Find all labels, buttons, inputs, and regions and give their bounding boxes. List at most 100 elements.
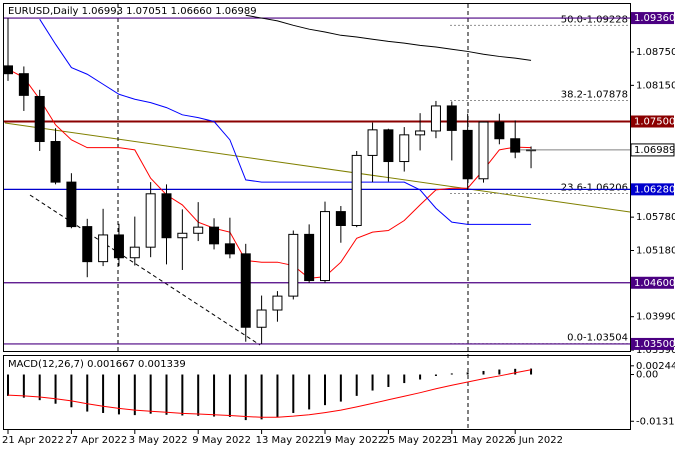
fib-label: 38.2-1.07878 bbox=[561, 89, 628, 100]
candle-body bbox=[367, 129, 378, 156]
candle-body bbox=[3, 65, 13, 75]
macd-bar bbox=[70, 374, 73, 408]
candle-body bbox=[240, 253, 251, 328]
macd-bar bbox=[260, 374, 263, 420]
candle-body bbox=[510, 138, 521, 153]
indicator-line bbox=[245, 14, 532, 61]
y-tick-label: -0.013128 bbox=[636, 416, 675, 427]
candle-body bbox=[129, 246, 140, 259]
y-tick-label: 1.05180 bbox=[636, 246, 675, 257]
macd-bar bbox=[22, 374, 25, 398]
x-tick-label: 3 May 2022 bbox=[129, 435, 188, 446]
y-tick-label: 1.05780 bbox=[636, 212, 675, 223]
macd-title: MACD(12,26,7) 0.001667 0.001339 bbox=[8, 359, 186, 370]
macd-bar bbox=[117, 374, 120, 415]
level-box bbox=[631, 183, 674, 196]
y-tick-label: 0.00 bbox=[636, 370, 658, 381]
macd-bar bbox=[308, 374, 311, 410]
fib-label: 50.0-1.09228 bbox=[561, 14, 628, 25]
macd-bar bbox=[419, 374, 422, 380]
x-tick-label: 6 Jun 2022 bbox=[509, 435, 563, 446]
macd-bar bbox=[371, 374, 374, 391]
candle-body bbox=[494, 121, 505, 140]
y-tick-label: 1.03990 bbox=[636, 312, 675, 323]
candle-body bbox=[209, 226, 220, 245]
macd-bar bbox=[7, 374, 9, 396]
y-tick-label: 1.08750 bbox=[636, 47, 675, 58]
macd-bar bbox=[54, 374, 57, 404]
candle-body bbox=[113, 234, 124, 259]
fib-label: 23.6-1.06206 bbox=[561, 182, 628, 193]
level-box bbox=[631, 337, 674, 350]
candle-body bbox=[177, 232, 188, 239]
candle-body bbox=[34, 95, 45, 143]
indicator-line bbox=[7, 68, 532, 279]
level-box bbox=[631, 12, 674, 25]
macd-bar bbox=[387, 374, 390, 387]
macd-bar bbox=[498, 369, 501, 375]
current-price-label: 1.06989 bbox=[634, 145, 675, 156]
trend-line bbox=[4, 122, 631, 213]
candle-body bbox=[193, 226, 204, 234]
macd-bar bbox=[228, 374, 231, 417]
level-label: 1.04600 bbox=[634, 278, 675, 289]
candle-body bbox=[288, 233, 299, 297]
macd-bar bbox=[213, 374, 216, 417]
x-tick-label: 13 May 2022 bbox=[256, 435, 321, 446]
level-box bbox=[631, 276, 674, 289]
signal-line bbox=[7, 369, 532, 418]
macd-bar bbox=[149, 374, 152, 414]
level-label: 1.07500 bbox=[634, 117, 675, 128]
candle-body bbox=[98, 234, 109, 263]
plot: 1.08750 1.08150 1.05780 1.05180 1.03990 1.033… bbox=[2, 12, 675, 446]
macd-bar bbox=[276, 374, 279, 418]
macd-bar bbox=[450, 373, 453, 375]
x-tick-label: 25 May 2022 bbox=[382, 435, 447, 446]
x-tick-label: 31 May 2022 bbox=[446, 435, 511, 446]
macd-bar bbox=[434, 374, 437, 376]
candle-body bbox=[335, 211, 346, 226]
macd-bar bbox=[197, 374, 200, 416]
macd-bar bbox=[514, 368, 517, 375]
level-label: 1.03500 bbox=[634, 339, 675, 350]
candle-body bbox=[478, 121, 489, 180]
indicator-line bbox=[39, 18, 532, 225]
main-panel bbox=[3, 3, 631, 352]
macd-panel bbox=[3, 355, 631, 430]
macd-bar bbox=[292, 374, 295, 413]
candle-body bbox=[383, 129, 394, 163]
candle-body bbox=[256, 309, 267, 328]
macd-bar bbox=[38, 374, 41, 401]
candle-body bbox=[415, 130, 426, 136]
level-label: 1.06280 bbox=[634, 184, 675, 195]
x-tick-label: 27 Apr 2022 bbox=[65, 435, 127, 446]
candle-body bbox=[272, 295, 283, 311]
chart-title: EURUSD,Daily 1.06993 1.07051 1.06660 1.0… bbox=[8, 6, 257, 17]
macd-bar bbox=[165, 374, 168, 415]
macd-bar bbox=[86, 374, 89, 412]
macd-bar bbox=[403, 374, 406, 384]
candle-body bbox=[161, 193, 172, 239]
macd-bar bbox=[530, 368, 533, 375]
x-tick-label: 21 Apr 2022 bbox=[2, 435, 64, 446]
y-tick-label: 1.08150 bbox=[636, 80, 675, 91]
macd-bar bbox=[133, 374, 136, 416]
macd-bar bbox=[466, 372, 469, 375]
fib-label: 0.0-1.03504 bbox=[567, 333, 628, 344]
candle-body bbox=[462, 129, 473, 180]
y-tick-label: 1.03390 bbox=[636, 345, 675, 356]
macd-bar bbox=[102, 374, 105, 413]
candle-body bbox=[145, 193, 156, 248]
candle-body bbox=[304, 233, 315, 282]
candle-body bbox=[320, 211, 330, 282]
candle-body bbox=[82, 226, 93, 263]
current-price-box bbox=[630, 143, 675, 157]
macd-bar bbox=[482, 370, 485, 375]
x-tick-label: 9 May 2022 bbox=[192, 435, 251, 446]
macd-bar bbox=[181, 374, 184, 416]
candle-body bbox=[18, 73, 29, 96]
x-tick-label: 19 May 2022 bbox=[319, 435, 384, 446]
candle-body bbox=[351, 154, 362, 226]
